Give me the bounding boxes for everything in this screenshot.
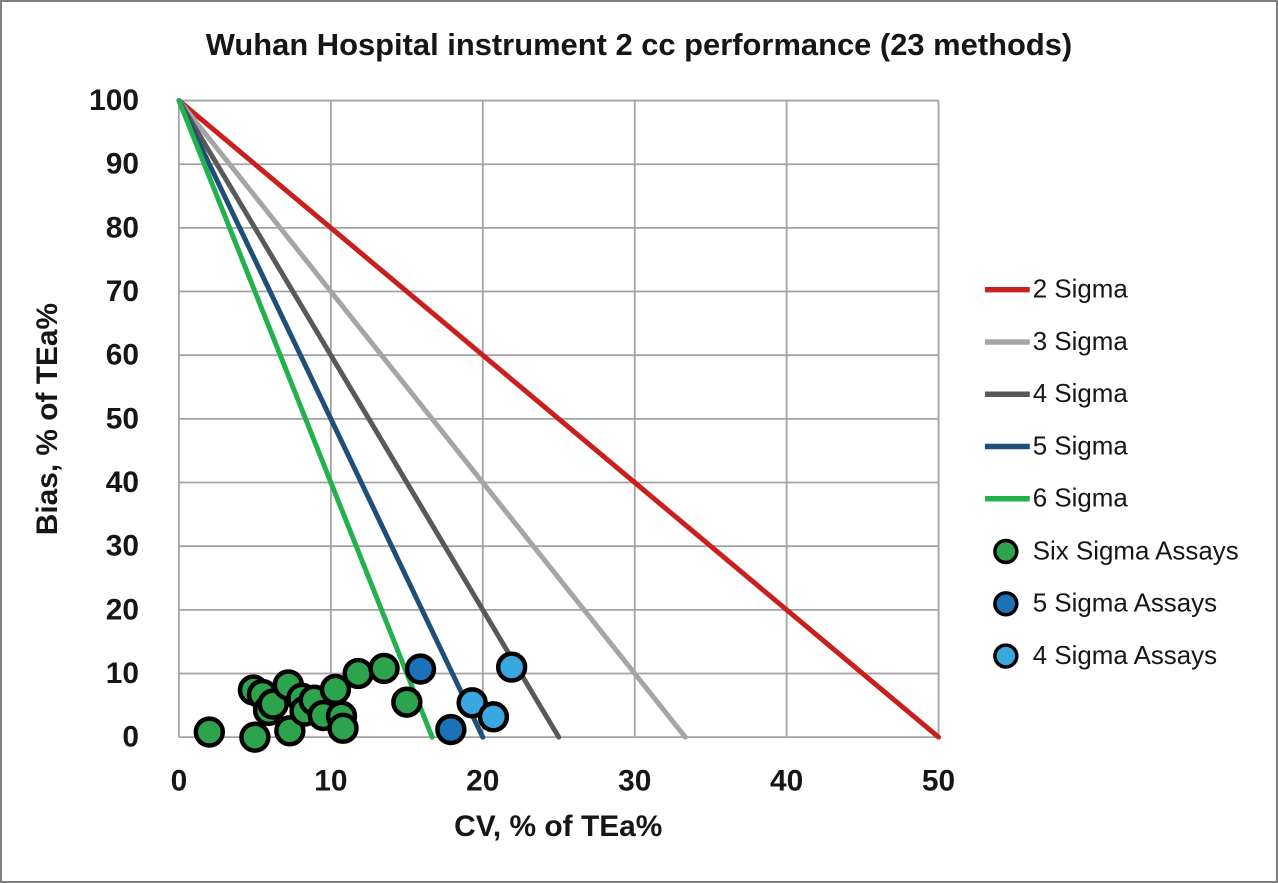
data-points <box>193 651 528 753</box>
x-tick-label: 0 <box>171 764 188 797</box>
y-tick-label: 50 <box>106 402 139 435</box>
chart-title: Wuhan Hospital instrument 2 cc performan… <box>206 27 1072 62</box>
legend-item: 5 Sigma <box>984 432 1129 460</box>
data-point <box>477 701 510 733</box>
y-tick-label: 70 <box>106 275 139 308</box>
y-tick-label: 0 <box>122 721 139 754</box>
y-tick-label: 40 <box>106 466 139 499</box>
x-axis-title: CV, % of TEa% <box>454 810 662 843</box>
legend-item: 4 Sigma <box>984 380 1129 408</box>
legend-label: Six Sigma Assays <box>1033 538 1239 566</box>
data-point <box>456 687 488 719</box>
legend-item: 2 Sigma <box>984 276 1129 304</box>
legend-marker-swatch <box>993 538 1019 565</box>
data-point <box>368 652 400 685</box>
legend-item: 5 Sigma Assays <box>993 590 1217 618</box>
x-tick-label: 20 <box>466 764 499 797</box>
sigma-line-5 <box>176 98 486 740</box>
x-tick-label: 10 <box>314 764 347 797</box>
data-point <box>391 686 423 718</box>
y-tick-label: 60 <box>106 339 139 372</box>
legend-label: 3 Sigma <box>1033 328 1129 356</box>
x-tick-label: 40 <box>770 764 803 797</box>
legend-label: 4 Sigma <box>1033 380 1129 408</box>
data-point <box>239 721 271 753</box>
legend-marker-swatch <box>993 591 1019 617</box>
sigma-line-6 <box>176 98 435 740</box>
y-tick-label: 20 <box>106 593 139 626</box>
data-point <box>404 653 437 685</box>
y-tick-label: 10 <box>106 657 139 690</box>
data-point <box>327 712 359 744</box>
y-tick-label: 90 <box>106 148 139 181</box>
legend: 2 Sigma 3 Sigma 4 Sigma 5 Sigma 6 Sigma Six S… <box>984 276 1239 670</box>
data-point <box>495 651 528 683</box>
sigma-line-2 <box>176 98 942 740</box>
legend-item: 4 Sigma Assays <box>993 642 1217 670</box>
legend-label: 5 Sigma <box>1033 432 1129 460</box>
data-point <box>342 657 374 690</box>
y-axis-title: Bias, % of TEa% <box>31 303 64 535</box>
y-tick-label: 100 <box>89 84 139 117</box>
axis-tick-labels: 0 10 20 30 40 50 0 10 20 30 40 50 60 70 80 90 100 <box>89 84 955 797</box>
data-point <box>193 716 226 748</box>
x-tick-label: 50 <box>922 764 955 797</box>
legend-label: 5 Sigma Assays <box>1033 590 1217 618</box>
legend-label: 2 Sigma <box>1033 276 1129 304</box>
y-tick-label: 30 <box>106 530 139 563</box>
sigma-lines <box>176 98 942 740</box>
y-tick-label: 80 <box>106 211 139 244</box>
sigma-line-3 <box>176 98 688 740</box>
legend-label: 4 Sigma Assays <box>1033 642 1217 670</box>
legend-marker-swatch <box>993 643 1019 669</box>
legend-item: 3 Sigma <box>984 328 1129 356</box>
data-point <box>435 713 467 746</box>
legend-label: 6 Sigma <box>1033 485 1129 513</box>
legend-item: 6 Sigma <box>984 485 1129 513</box>
sigma-line-4 <box>176 98 562 740</box>
legend-item: Six Sigma Assays <box>993 538 1239 566</box>
x-tick-label: 30 <box>618 764 651 797</box>
